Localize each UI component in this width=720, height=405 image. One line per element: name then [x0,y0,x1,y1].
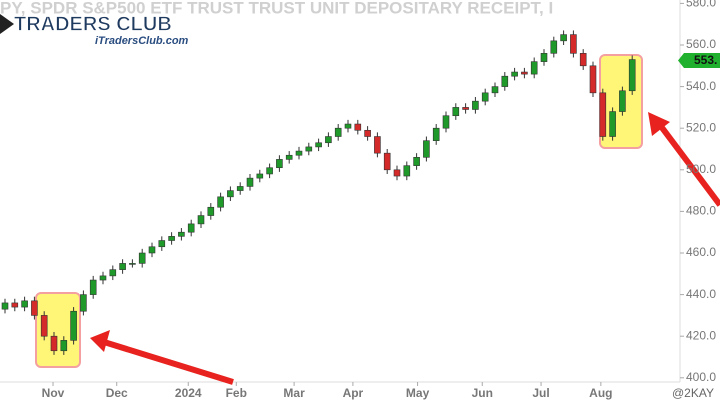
candle-body [334,127,342,137]
x-tick-label: Apr [343,386,364,400]
price-tag: 553. [694,53,717,67]
candle-body [276,159,283,169]
candle-body [570,34,577,54]
candle-body [442,115,450,129]
plot-area [1,30,636,355]
candle-body [246,177,254,187]
candle-body [511,71,518,77]
candle-body [80,294,87,312]
candle-body [609,111,616,137]
candle-body [227,190,234,198]
x-tick-label: 2024 [175,386,202,400]
candle-body [374,136,381,154]
candle-body [158,240,166,248]
candle-body [423,140,430,158]
logo-icon [0,14,14,34]
candle-body [40,315,48,337]
candle-body [119,263,126,270]
candle-body [521,71,528,75]
candle-body [628,59,636,92]
candle-body [1,302,9,310]
candle-body [148,246,156,254]
candle-body [70,310,77,341]
y-tick-label: 520.0 [686,120,716,134]
y-tick-label: 560.0 [686,37,716,51]
candle-body [21,300,28,308]
x-tick-label: Aug [589,386,612,400]
x-tick-label: May [406,386,430,400]
price-tag-box [684,53,720,68]
candle-body [413,157,420,166]
x-tick-label: Dec [106,386,128,400]
logo: TRADERS CLUB [14,13,172,35]
candle-body [403,165,411,177]
x-tick-label: Jul [532,386,549,400]
candle-body [315,142,322,148]
y-tick-label: 580.0 [686,0,716,10]
candle-body [550,40,558,54]
candle-body [452,107,460,117]
candle-body [501,75,509,87]
candle-body [560,34,567,42]
candle-body [11,302,19,308]
y-tick-label: 460.0 [686,245,716,259]
candle-body [138,252,146,264]
arrow [90,330,234,385]
y-tick-label: 500.0 [686,162,716,176]
y-tick-label: 480.0 [686,204,716,218]
candle-body [285,154,293,160]
candle-body [217,196,224,208]
candle-body [325,136,332,144]
y-tick-label: 420.0 [686,328,716,342]
candle-body [207,206,215,216]
candle-body [89,279,97,295]
candle-body [354,123,362,131]
y-tick-label: 400.0 [686,370,716,384]
arrow [648,112,720,207]
candle-body [344,123,352,129]
candle-body [589,65,597,94]
candle-body [129,263,136,265]
candle-body [109,269,117,277]
candle-body [393,169,401,177]
candle-body [187,223,195,233]
candle-body [99,275,107,281]
candle-body [31,300,38,316]
candle-body [383,152,391,171]
candle-body [197,215,205,225]
candle-body [50,335,58,352]
candle-body [540,53,548,62]
candle-body [530,61,538,75]
x-tick-label: Mar [283,386,305,400]
candle-body [432,127,440,141]
logo-subtitle: iTradersClub.com [95,35,189,47]
chart-title: PY, SPDR S&P500 ETF TRUST TRUST UNIT DEP… [0,0,553,17]
candle-body [462,107,469,110]
candle-body [599,92,607,137]
candle-body [178,231,185,237]
candle-body [579,53,587,67]
watermark: @2KAY [672,386,714,400]
price-tag-box [678,53,684,68]
x-tick-label: Nov [42,386,65,400]
candle-body [236,186,244,191]
y-tick-label: 440.0 [686,287,716,301]
candle-body [256,173,264,179]
x-tick-label: Jun [472,386,493,400]
candle-body [364,129,371,137]
x-tick-label: Feb [226,386,247,400]
y-tick-label: 540.0 [686,79,716,93]
candle-body [305,146,313,152]
candle-body [266,167,273,175]
candle-body [168,236,175,241]
highlight-box [35,292,81,368]
candle-body [481,92,489,102]
candle-body [491,86,499,94]
candle-body [619,90,626,112]
candle-body [295,150,303,156]
candle-body [472,100,479,110]
candle-body [60,340,68,352]
